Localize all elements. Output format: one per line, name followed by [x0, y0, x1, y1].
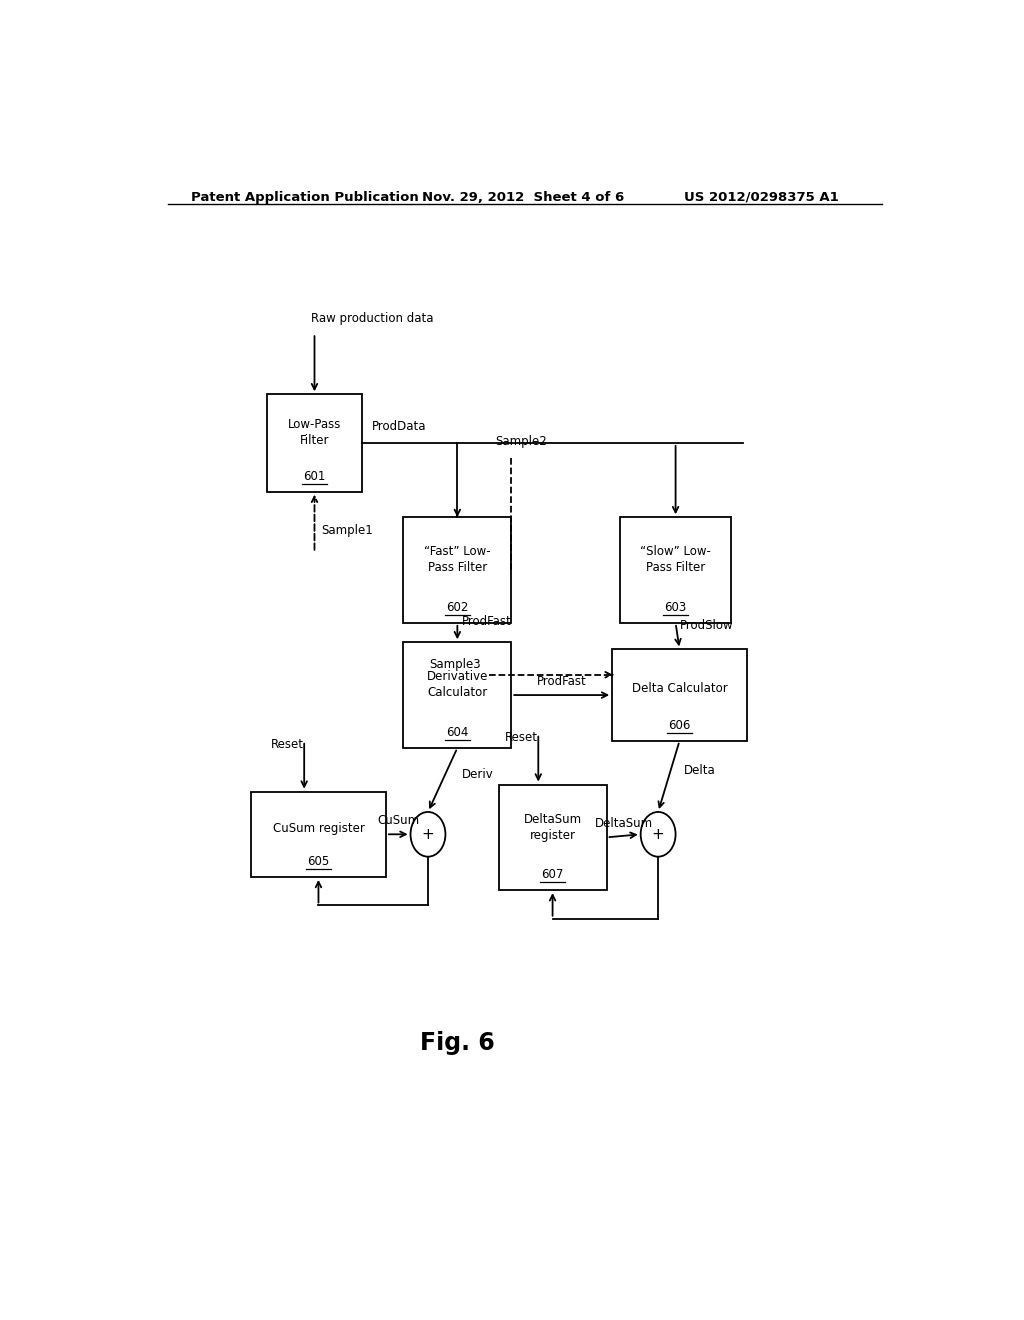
FancyBboxPatch shape [251, 792, 386, 876]
FancyBboxPatch shape [620, 517, 731, 623]
FancyBboxPatch shape [612, 649, 748, 741]
Text: DeltaSum: DeltaSum [595, 817, 652, 830]
Text: +: + [651, 826, 665, 842]
Text: Sample3: Sample3 [430, 657, 481, 671]
Text: Nov. 29, 2012  Sheet 4 of 6: Nov. 29, 2012 Sheet 4 of 6 [422, 191, 624, 203]
Text: ProdData: ProdData [372, 420, 426, 433]
Text: Derivative
Calculator: Derivative Calculator [427, 671, 488, 700]
Text: Sample2: Sample2 [496, 436, 547, 447]
Text: US 2012/0298375 A1: US 2012/0298375 A1 [684, 191, 839, 203]
Text: Delta: Delta [684, 764, 716, 777]
Text: ProdFast: ProdFast [462, 615, 512, 628]
Text: Raw production data: Raw production data [310, 312, 433, 325]
Text: Low-Pass
Filter: Low-Pass Filter [288, 418, 341, 447]
Text: 602: 602 [446, 601, 469, 614]
Text: Patent Application Publication: Patent Application Publication [191, 191, 419, 203]
Text: DeltaSum
register: DeltaSum register [523, 813, 582, 842]
Text: 604: 604 [446, 726, 469, 739]
Text: Reset: Reset [505, 731, 538, 744]
FancyBboxPatch shape [499, 784, 606, 890]
Text: Sample1: Sample1 [321, 524, 373, 537]
Text: CuSum register: CuSum register [272, 822, 365, 834]
Text: Fig. 6: Fig. 6 [420, 1031, 495, 1055]
Text: 607: 607 [542, 869, 564, 882]
Text: “Fast” Low-
Pass Filter: “Fast” Low- Pass Filter [424, 545, 490, 574]
Text: ProdFast: ProdFast [537, 675, 587, 688]
Text: 601: 601 [303, 470, 326, 483]
Text: 606: 606 [669, 719, 691, 733]
FancyBboxPatch shape [403, 517, 511, 623]
FancyBboxPatch shape [267, 395, 362, 492]
Text: Reset: Reset [270, 738, 304, 751]
Text: +: + [422, 826, 434, 842]
Text: 605: 605 [307, 855, 330, 869]
Text: CuSum: CuSum [377, 814, 419, 828]
Text: 603: 603 [665, 601, 687, 614]
FancyBboxPatch shape [403, 643, 511, 748]
Text: ProdSlow: ProdSlow [680, 619, 734, 632]
Text: Deriv: Deriv [462, 768, 494, 781]
Text: “Slow” Low-
Pass Filter: “Slow” Low- Pass Filter [640, 545, 711, 574]
Text: Delta Calculator: Delta Calculator [632, 682, 727, 696]
